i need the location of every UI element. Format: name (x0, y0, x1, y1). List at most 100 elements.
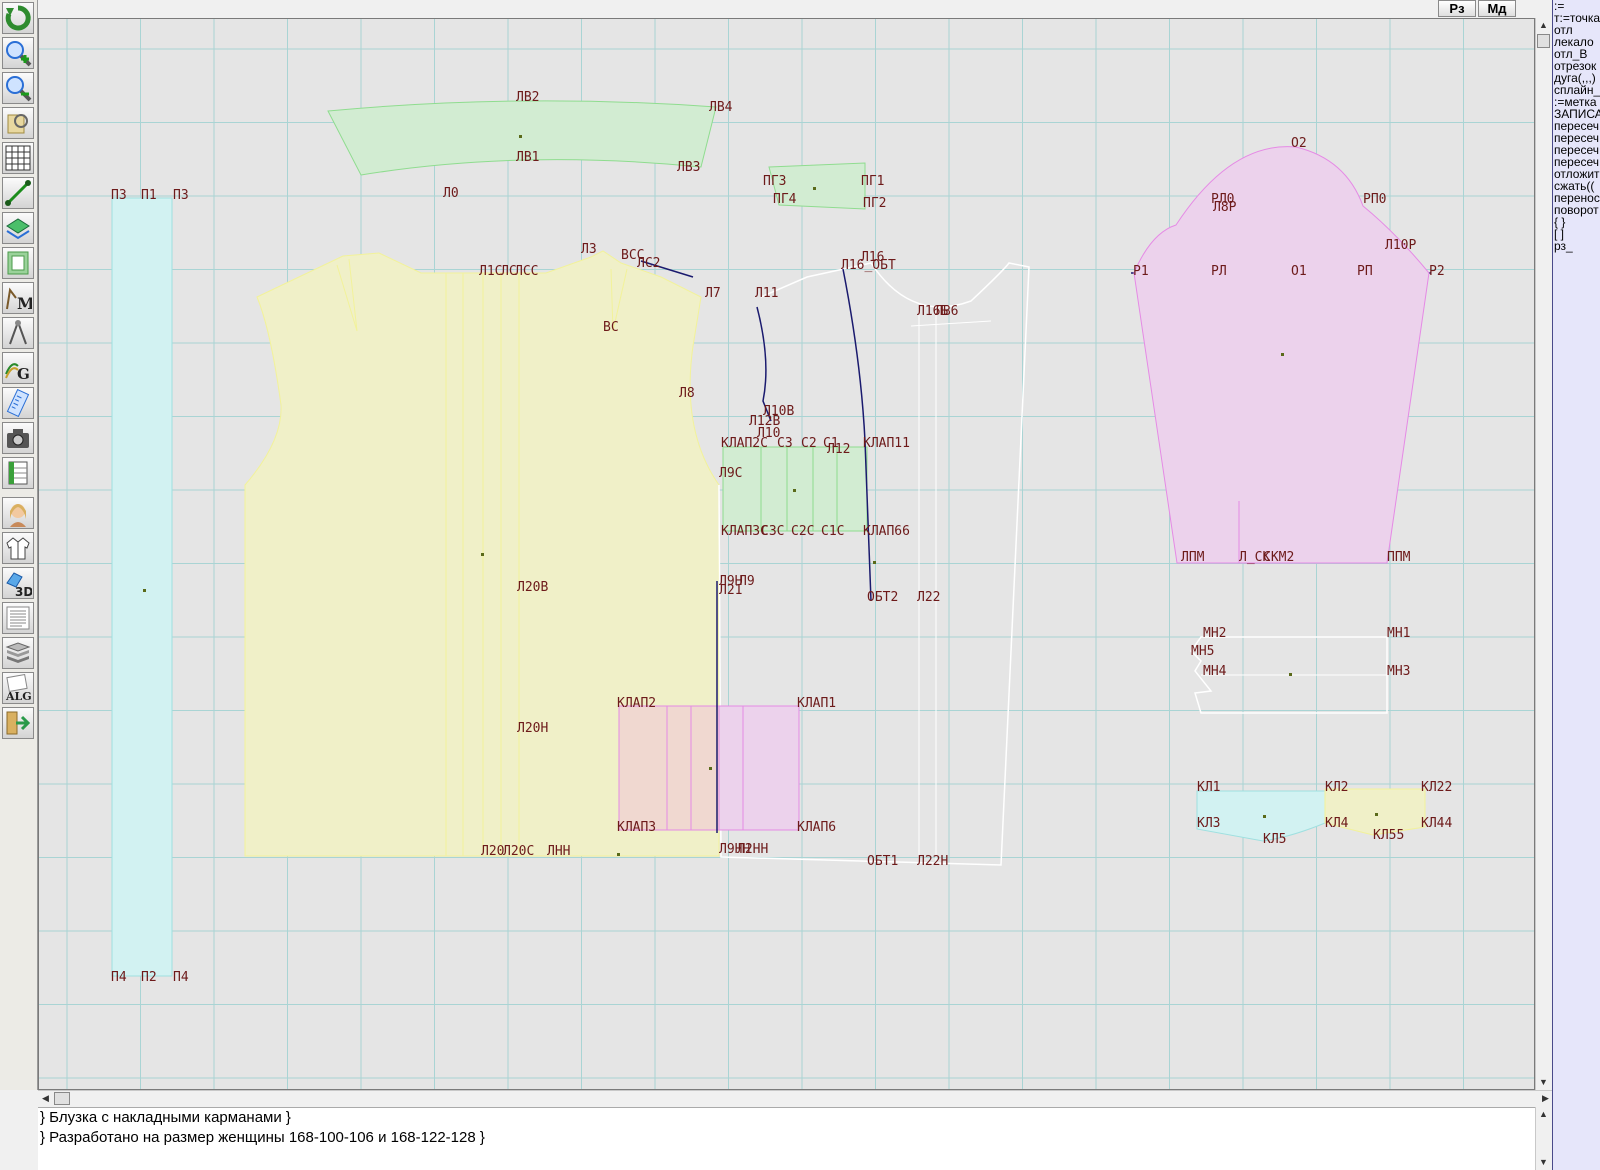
pg-piece[interactable] (768, 162, 866, 210)
cmd-item[interactable]: отл_В (1554, 47, 1588, 61)
books-icon[interactable] (2, 637, 34, 669)
left-toolbar: M G 3D ALG (0, 0, 38, 1090)
notes-scrollbar[interactable]: ▲ ▼ (1535, 1107, 1552, 1170)
zoom-out-icon[interactable] (2, 72, 34, 104)
cmd-item[interactable]: отложит (1554, 167, 1600, 181)
cmd-item[interactable]: ЗАПИСА (1554, 107, 1600, 121)
label-mn5: МН5 (1191, 644, 1214, 659)
svg-text:M: M (17, 294, 32, 312)
label-s1: С1 (823, 436, 839, 451)
cmd-item[interactable]: отл (1554, 23, 1573, 37)
label-rl0: РЛ0 (1211, 192, 1234, 207)
cmd-item[interactable]: перенос (1554, 191, 1600, 205)
label-l16-obt: Л16_ОБТ (841, 258, 896, 273)
label-p3b: П3 (173, 188, 189, 203)
pocket-lines (666, 706, 744, 830)
label-s3s: С3С (761, 524, 784, 539)
cmd-item[interactable]: дуга(,,,) (1554, 71, 1596, 85)
label-o2: О2 (1291, 136, 1307, 151)
tab-rz[interactable]: Рз (1438, 0, 1476, 17)
label-r2: Р2 (1429, 264, 1445, 279)
jacket-icon[interactable] (2, 532, 34, 564)
ruler-icon[interactable] (2, 387, 34, 419)
cmd-item[interactable]: пересеч (1554, 119, 1600, 133)
label-l16: Л16 (861, 250, 884, 265)
exit-arrow-icon[interactable] (2, 707, 34, 739)
cmd-item[interactable]: пересеч (1554, 143, 1600, 157)
scroll-left-icon[interactable]: ◀ (42, 1093, 49, 1103)
placket-strip[interactable] (111, 197, 173, 977)
drawing-canvas[interactable]: ЛВ2 ЛВ4 ЛВ1 ЛВ3 П3 П1 П3 П4 П2 П4 ПГ3 ПГ… (38, 18, 1535, 1090)
vertical-scrollbar[interactable]: ▲ ▼ (1535, 18, 1552, 1090)
camera-icon[interactable] (2, 422, 34, 454)
command-panel[interactable]: := т:=точка отл лекало отл_В отрезок дуг… (1552, 0, 1600, 1170)
compass-icon[interactable] (2, 317, 34, 349)
notes-text-area[interactable]: } Блузка с накладными карманами } } Разр… (38, 1107, 1535, 1170)
label-s3: С3 (777, 436, 793, 451)
scroll-down-icon[interactable]: ▼ (1539, 1077, 1548, 1087)
horizontal-scrollbar[interactable]: ◀ ▶ (38, 1090, 1553, 1107)
label-lv1: ЛВ1 (516, 150, 539, 165)
line-tool-icon[interactable] (2, 177, 34, 209)
algorithm-icon[interactable]: ALG (2, 672, 34, 704)
tab-md[interactable]: Мд (1478, 0, 1516, 17)
cmd-item[interactable]: := (1554, 0, 1565, 13)
cmd-item[interactable]: рз_ (1554, 239, 1573, 253)
label-lv4: ЛВ4 (709, 100, 733, 115)
hscroll-thumb[interactable] (54, 1092, 70, 1105)
cmd-item[interactable]: пересеч (1554, 155, 1600, 169)
cmd-item[interactable]: [ ] (1554, 227, 1565, 241)
grading-g-icon[interactable]: G (2, 352, 34, 384)
back-inner-lines (336, 258, 628, 856)
label-l1s: Л1С (479, 264, 502, 279)
cmd-item[interactable]: отрезок (1554, 59, 1597, 73)
notes-scroll-up-icon[interactable]: ▲ (1539, 1109, 1548, 1119)
table-icon[interactable] (2, 457, 34, 489)
layers-icon[interactable] (2, 212, 34, 244)
label-rp0: РП0 (1363, 192, 1386, 207)
cmd-item[interactable]: :=метка (1554, 95, 1597, 109)
label-vss: ВСС (621, 248, 644, 263)
label-p4b: П4 (173, 970, 189, 985)
scroll-thumb[interactable] (1537, 34, 1550, 48)
pocket-yellow[interactable] (1324, 788, 1426, 836)
label-s2: С2 (801, 436, 817, 451)
grid-icon[interactable] (2, 142, 34, 174)
cmd-item[interactable]: { } (1554, 215, 1566, 229)
label-l12: Л12 (827, 442, 850, 457)
woman-portrait-icon[interactable] (2, 497, 34, 529)
label-obt1: ОБТ1 (867, 854, 898, 869)
label-pg3: ПГ3 (763, 174, 786, 189)
label-pg4: ПГ4 (773, 192, 797, 207)
scroll-right-icon[interactable]: ▶ (1542, 1093, 1549, 1103)
cmd-item[interactable]: поворот (1554, 203, 1599, 217)
document-list-icon[interactable] (2, 602, 34, 634)
label-r1: Р1 (1133, 264, 1149, 279)
scroll-up-icon[interactable]: ▲ (1539, 20, 1548, 30)
pattern-labels: ЛВ2 ЛВ4 ЛВ1 ЛВ3 П3 П1 П3 П4 П2 П4 ПГ3 ПГ… (111, 90, 1452, 985)
label-l10r: Л10Р (1385, 238, 1416, 253)
pocket-piece-left[interactable] (618, 705, 720, 831)
cmd-item[interactable]: лекало (1554, 35, 1594, 49)
cmd-item[interactable]: сжать(( (1554, 179, 1595, 193)
pattern-svg[interactable]: ЛВ2 ЛВ4 ЛВ1 ЛВ3 П3 П1 П3 П4 П2 П4 ПГ3 ПГ… (39, 19, 1535, 1090)
label-l-sk: Л_СК (1239, 550, 1270, 565)
label-klap66: КЛАП66 (863, 524, 910, 539)
cmd-item[interactable]: пересеч (1554, 131, 1600, 145)
notes-scroll-down-icon[interactable]: ▼ (1539, 1157, 1548, 1167)
measurements-m-icon[interactable]: M (2, 282, 34, 314)
cmd-item[interactable]: т:=точка (1554, 11, 1600, 25)
cmd-item[interactable]: сплайн_ (1554, 83, 1600, 97)
flap-lines (760, 447, 838, 531)
label-klap11: КЛАП11 (863, 436, 910, 451)
3d-view-icon[interactable]: 3D (2, 567, 34, 599)
pan-map-icon[interactable] (2, 107, 34, 139)
zoom-in-icon[interactable] (2, 37, 34, 69)
refresh-icon[interactable] (2, 2, 34, 34)
pattern-sheet-icon[interactable] (2, 247, 34, 279)
label-l2nn: Л2НН (737, 842, 768, 857)
label-mn4: МН4 (1203, 664, 1227, 679)
pocket-piece-right[interactable] (718, 705, 800, 831)
label-l9nn: Л9НН (719, 842, 750, 857)
front-piece[interactable] (718, 262, 1030, 866)
